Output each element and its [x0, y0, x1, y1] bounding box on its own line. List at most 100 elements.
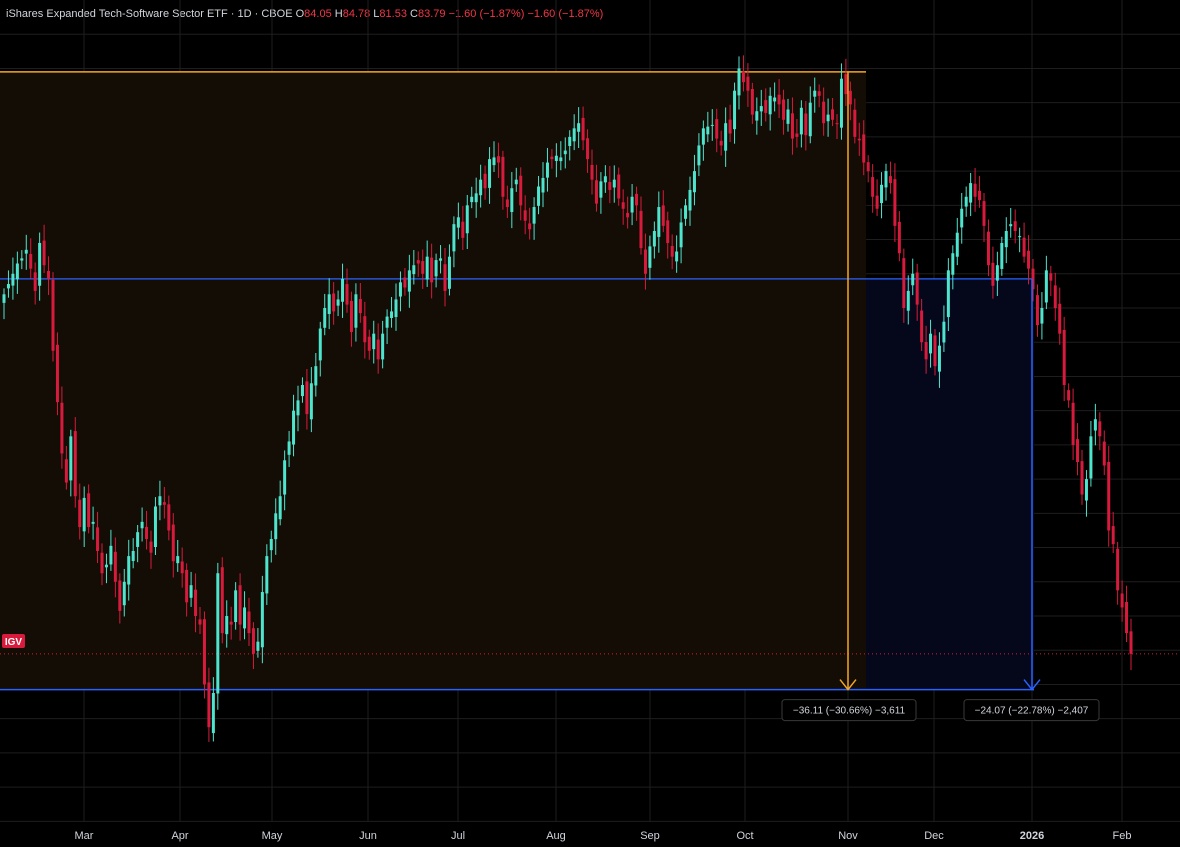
candle-body: [292, 410, 296, 445]
candle-body: [692, 171, 696, 193]
time-tick-label: 2026: [1020, 830, 1044, 842]
candle-body: [287, 441, 291, 455]
candle-body: [853, 109, 857, 137]
candle-body: [617, 174, 621, 199]
candle-body: [20, 258, 24, 261]
candle-body: [724, 123, 728, 151]
candle-body: [122, 581, 126, 606]
candle-body: [750, 89, 754, 115]
measure-label: −24.07 (−22.78%) −2,407: [975, 706, 1089, 717]
candle-body: [372, 333, 376, 350]
candle-body: [278, 496, 282, 520]
measure-tools[interactable]: −36.11 (−30.66%) −3,611 −24.07 (−22.78%) …: [781, 71, 1100, 722]
candle-body: [1004, 231, 1008, 248]
candle-body: [430, 257, 434, 283]
candle-body: [394, 299, 398, 317]
candle-body: [247, 611, 251, 634]
candle-body: [741, 71, 745, 83]
candle-body: [777, 94, 781, 105]
candle-body: [198, 619, 202, 625]
candle-body: [862, 134, 866, 163]
candle-body: [251, 628, 255, 654]
candle-body: [857, 138, 861, 141]
candle-body: [171, 524, 175, 562]
candle-body: [220, 567, 224, 634]
candle-body: [652, 231, 656, 247]
candle-body: [590, 164, 594, 180]
candle-body: [443, 264, 447, 291]
change-value: −1.60 (−1.87%): [448, 8, 525, 20]
candle-body: [545, 162, 549, 178]
candle-body: [376, 339, 380, 360]
candle-body: [684, 205, 688, 219]
candle-body: [1076, 439, 1080, 462]
candle-body: [1035, 295, 1039, 326]
candle-body: [831, 109, 835, 120]
candle-body: [1071, 402, 1075, 445]
symbol-badge: IGV: [2, 634, 25, 648]
candle-body: [897, 221, 901, 254]
candle-body: [69, 436, 73, 481]
candle-body: [149, 541, 153, 553]
candle-body: [216, 573, 220, 694]
candle-body: [447, 256, 451, 289]
candle-body: [1080, 461, 1084, 495]
candle-body: [260, 592, 264, 648]
candle-body: [2, 294, 6, 303]
candle-body: [60, 402, 64, 454]
candle-body: [439, 258, 443, 261]
candle-body: [1044, 270, 1048, 303]
candle-body: [848, 90, 852, 105]
candle-body: [755, 111, 759, 121]
candle-body: [225, 616, 229, 635]
open-value: 84.05: [304, 8, 332, 20]
candle-body: [158, 496, 162, 506]
candle-body: [323, 308, 327, 328]
candle-body: [839, 78, 843, 128]
candle-body: [929, 333, 933, 354]
candle-body: [782, 99, 786, 120]
candle-body: [697, 145, 701, 166]
candle-body: [612, 179, 616, 188]
candle-body: [822, 101, 826, 124]
candle-body: [483, 173, 487, 189]
instrument-title: iShares Expanded Tech-Software Sector ET…: [6, 8, 293, 20]
candle-body: [265, 556, 269, 594]
candle-body: [737, 68, 741, 96]
candle-body: [1084, 479, 1088, 501]
candle-body: [866, 162, 870, 172]
candle-body: [746, 76, 750, 91]
candle-body: [875, 195, 879, 209]
candle-body: [91, 521, 95, 524]
candle-body: [1107, 461, 1111, 531]
candle-body: [813, 90, 817, 97]
candle-body: [87, 493, 91, 528]
candle-body: [180, 561, 184, 574]
candle-body: [412, 265, 416, 275]
candle-body: [269, 539, 273, 551]
candle-body: [603, 176, 607, 183]
time-tick-label: Jun: [359, 830, 377, 842]
candle-body: [479, 179, 483, 196]
candle-body: [871, 177, 875, 197]
candle-body: [1125, 601, 1129, 634]
candle-body: [501, 156, 505, 197]
measure-label: −36.11 (−30.66%) −3,611: [793, 706, 906, 717]
close-label: C: [410, 8, 418, 20]
candle-body: [153, 506, 157, 548]
candle-body: [1098, 421, 1102, 437]
candle-body: [109, 545, 113, 565]
candle-body: [47, 270, 51, 279]
candle-body: [461, 221, 465, 238]
candle-body: [581, 117, 585, 141]
candle-body: [274, 513, 278, 540]
candle-body: [64, 459, 68, 483]
candle-body: [113, 551, 117, 582]
candle-body: [991, 262, 995, 286]
candle-body: [492, 157, 496, 166]
candle-body: [964, 196, 968, 207]
candle-body: [759, 106, 763, 112]
candle-body: [1067, 390, 1071, 401]
candle-body: [639, 210, 643, 249]
